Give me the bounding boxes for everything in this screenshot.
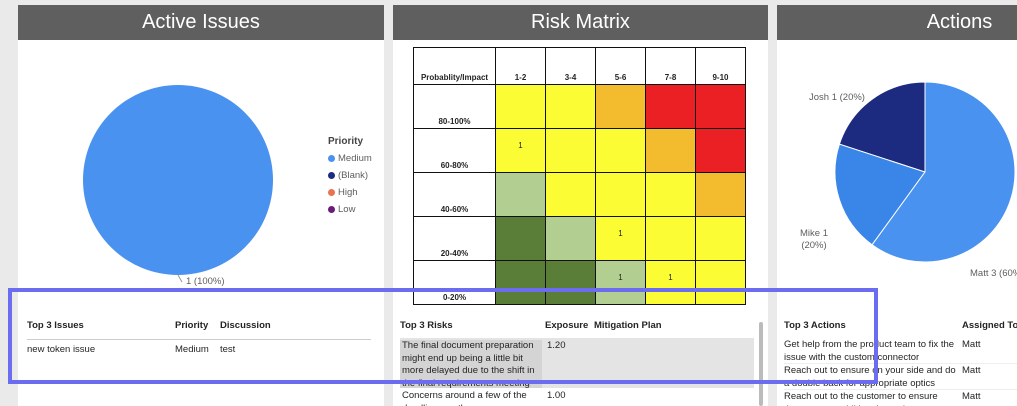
panel-title: Active Issues [18,5,384,40]
legend-item-medium[interactable]: Medium [328,153,372,164]
pie-slice-medium [83,85,273,275]
column-header-assigned[interactable]: Assigned To [962,320,1017,331]
risk-cell[interactable] [545,216,596,261]
pie-slice-matt[interactable] [871,81,1016,263]
table-row[interactable]: new token issue Medium test [27,344,236,355]
risk-cell[interactable] [695,128,746,173]
pie-label-mike: Mike 1 (20%) [800,228,828,251]
probability-label: 0-20% [413,260,496,305]
impact-header: 9-10 [695,47,746,85]
probability-label: 20-40% [413,216,496,261]
risk-cell[interactable] [645,216,696,261]
pie-slice-josh[interactable] [838,81,926,173]
legend-item-high[interactable]: High [328,187,372,198]
column-header-mitigation[interactable]: Mitigation Plan [594,320,662,331]
column-header-exposure[interactable]: Exposure [545,320,589,331]
column-header-priority[interactable]: Priority [175,320,209,331]
risk-cell[interactable] [695,172,746,217]
table-row[interactable]: Reach out to ensure on your side and do … [784,364,1017,390]
risk-cell[interactable]: 1 [595,260,646,305]
risk-cell[interactable] [595,84,646,129]
risk-cell[interactable] [545,128,596,173]
pie-label-josh: Josh 1 (20%) [809,92,865,103]
actions-panel: Actions Josh 1 (20%) Mike 1 (20%) Matt 3… [777,5,1017,406]
probability-label: 60-80% [413,128,496,173]
table-row[interactable]: Reach out to the customer to ensure ther… [784,390,1017,406]
risk-cell[interactable] [495,216,546,261]
risk-cell[interactable] [645,172,696,217]
actions-pie-chart[interactable] [777,45,1017,285]
panel-title: Actions [777,5,1017,40]
active-issues-panel: Active Issues 1 (100%) Priority Medium (… [18,5,384,406]
table-row[interactable]: The final document preparation might end… [400,338,754,388]
risks-table: Top 3 Risks Exposure Mitigation Plan The… [400,320,760,406]
risks-scrollbar[interactable] [759,322,763,406]
priority-pie-chart[interactable] [78,85,278,285]
impact-header: 7-8 [645,47,696,85]
risk-cell[interactable] [645,128,696,173]
risk-cell[interactable] [695,216,746,261]
column-header-discussion[interactable]: Discussion [220,320,271,331]
risk-cell[interactable] [595,172,646,217]
risk-cell[interactable] [695,260,746,305]
priority-legend: Priority Medium (Blank) High Low [328,136,372,221]
issues-table: Top 3 Issues Priority Discussion new tok… [27,320,371,358]
pie-leader-line [177,274,183,283]
risk-matrix-panel: Risk Matrix Probablity/Impact 1-2 3-4 5-6 7-… [393,5,768,406]
probability-label: 40-60% [413,172,496,217]
pie-slice-mike[interactable] [834,143,926,246]
legend-title: Priority [328,136,364,147]
risk-cell[interactable] [495,172,546,217]
risk-cell[interactable] [545,172,596,217]
column-header-issue[interactable]: Top 3 Issues [27,320,84,331]
risk-cell[interactable] [545,260,596,305]
risk-cell[interactable] [495,84,546,129]
risk-cell[interactable]: 1 [645,260,696,305]
risk-cell[interactable] [695,84,746,129]
legend-item-blank[interactable]: (Blank) [328,170,372,181]
actions-table: Top 3 Actions Assigned To Get help from … [784,320,1017,406]
corner-header: Probablity/Impact [413,47,496,85]
legend-item-low[interactable]: Low [328,204,372,215]
risk-cell[interactable] [495,260,546,305]
pie-data-label: 1 (100%) [186,276,225,287]
pie-label-matt: Matt 3 (60%) [970,268,1017,279]
table-row[interactable]: Get help from the product team to fix th… [784,338,1017,364]
probability-label: 80-100% [413,84,496,129]
risk-matrix-grid: Probablity/Impact 1-2 3-4 5-6 7-8 9-10 80-100%… [413,47,746,305]
table-row[interactable]: Concerns around a few of the deadlines a… [402,390,566,406]
risk-cell[interactable]: 1 [495,128,546,173]
panel-title: Risk Matrix [393,5,768,40]
risk-cell[interactable] [645,84,696,129]
impact-header: 3-4 [545,47,596,85]
risk-cell[interactable] [545,84,596,129]
column-header-action[interactable]: Top 3 Actions [784,320,846,331]
risk-cell[interactable]: 1 [595,216,646,261]
risk-cell[interactable] [595,128,646,173]
impact-header: 1-2 [495,47,546,85]
impact-header: 5-6 [595,47,646,85]
column-header-risk[interactable]: Top 3 Risks [400,320,453,331]
